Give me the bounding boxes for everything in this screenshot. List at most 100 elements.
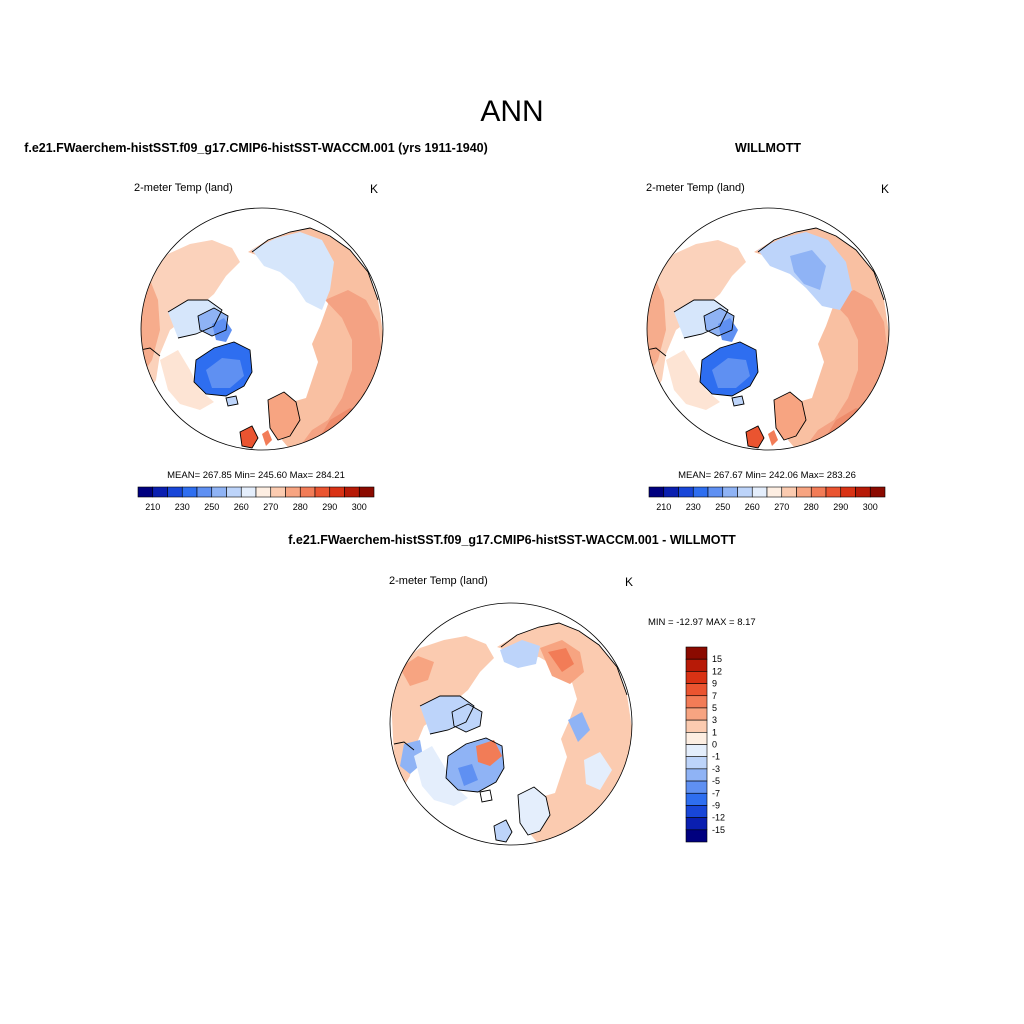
colorbar-swatch xyxy=(737,486,753,498)
colorbar-tick-label: -3 xyxy=(712,764,720,774)
colorbar-swatch xyxy=(299,486,316,498)
colorbar-tick-label: 210 xyxy=(656,502,671,512)
colorbar-swatch xyxy=(255,486,272,498)
colorbar-tick-label: 300 xyxy=(352,502,367,512)
panel-obs: WILLMOTT 2-meter Temp (land) K xyxy=(646,141,890,512)
colorbar-swatch xyxy=(685,756,708,770)
panel-model-case-title: f.e21.FWaerchem-histSST.f09_g17.CMIP6-hi… xyxy=(24,141,488,155)
british-isles xyxy=(240,426,258,448)
colorbar-swatch xyxy=(869,486,886,498)
colorbar-swatch xyxy=(840,486,856,498)
panel-obs-stats: MEAN= 267.67 Min= 242.06 Max= 283.26 xyxy=(678,470,856,481)
colorbar-swatch xyxy=(766,486,783,498)
panel-model-colorbar: 210 230 250 260 270 280 290 300 xyxy=(137,486,375,512)
colorbar-tick-label: -5 xyxy=(712,776,720,786)
colorbar-tick-label: 290 xyxy=(833,502,848,512)
panel-model: f.e21.FWaerchem-histSST.f09_g17.CMIP6-hi… xyxy=(24,141,488,512)
panel-obs-variable-label: 2-meter Temp (land) xyxy=(646,182,745,194)
colorbar-tick-label: 250 xyxy=(204,502,219,512)
panel-diff-units-label: K xyxy=(625,575,633,589)
siberia-cold xyxy=(252,232,334,310)
colorbar-swatch xyxy=(685,683,708,697)
panel-diff-colorbar: 15 12 9 7 5 3 1 0 -1 -3 -5 -7 -9 -12 -15 xyxy=(685,646,725,843)
panel-diff-stats: MIN = -12.97 MAX = 8.17 xyxy=(648,617,756,628)
colorbar-swatch xyxy=(240,486,257,498)
colorbar-swatch xyxy=(648,486,665,498)
colorbar-swatch xyxy=(226,486,242,498)
colorbar-swatch xyxy=(152,486,168,498)
colorbar-tick-label: 280 xyxy=(804,502,819,512)
colorbar-swatch xyxy=(685,768,708,782)
colorbar-swatch xyxy=(270,486,286,498)
colorbar-tick-label: -9 xyxy=(712,800,720,810)
colorbar-tick-label: 290 xyxy=(322,502,337,512)
colorbar-swatch xyxy=(685,695,708,709)
colorbar-tick-label: 3 xyxy=(712,715,717,725)
colorbar-tick-label: -1 xyxy=(712,752,720,762)
colorbar-swatch xyxy=(167,486,183,498)
colorbar-swatch xyxy=(685,719,708,733)
panel-model-variable-label: 2-meter Temp (land) xyxy=(134,182,233,194)
panel-obs-polar-map xyxy=(646,207,890,451)
colorbar-tick-label: -12 xyxy=(712,813,725,823)
panel-model-stats: MEAN= 267.85 Min= 245.60 Max= 284.21 xyxy=(167,470,345,481)
colorbar-swatch xyxy=(663,486,679,498)
colorbar-swatch xyxy=(137,486,154,498)
colorbar-swatch xyxy=(344,486,360,498)
colorbar-swatch xyxy=(685,671,708,684)
colorbar-swatch xyxy=(781,486,797,498)
colorbar-swatch xyxy=(825,486,842,498)
colorbar-swatch xyxy=(329,486,345,498)
panel-model-polar-map xyxy=(140,207,384,451)
colorbar-swatch xyxy=(796,486,812,498)
panel-obs-colorbar: 210 230 250 260 270 280 290 300 xyxy=(648,486,886,512)
colorbar-tick-label: 210 xyxy=(145,502,160,512)
colorbar-swatch xyxy=(685,707,708,721)
colorbar-swatch xyxy=(314,486,331,498)
colorbar-tick-label: 280 xyxy=(293,502,308,512)
panel-diff-variable-label: 2-meter Temp (land) xyxy=(389,575,488,587)
colorbar-tick-label: 0 xyxy=(712,740,717,750)
colorbar-swatch xyxy=(685,805,708,818)
colorbar-swatch xyxy=(685,829,708,843)
colorbar-swatch xyxy=(692,486,709,498)
panel-obs-units-label: K xyxy=(881,182,889,196)
panel-diff: f.e21.FWaerchem-histSST.f09_g17.CMIP6-hi… xyxy=(288,533,756,846)
scandinavia xyxy=(268,392,300,440)
colorbar-tick-label: 270 xyxy=(774,502,789,512)
colorbar-swatch xyxy=(211,486,227,498)
colorbar-tick-label: 230 xyxy=(175,502,190,512)
colorbar-swatch xyxy=(181,486,198,498)
colorbar-swatch xyxy=(685,658,708,672)
colorbar-swatch xyxy=(678,486,694,498)
colorbar-tick-label: 1 xyxy=(712,727,717,737)
colorbar-swatch xyxy=(707,486,724,498)
figure-title: ANN xyxy=(480,95,543,128)
colorbar-swatch xyxy=(685,732,708,745)
colorbar-tick-label: 15 xyxy=(712,654,722,664)
colorbar-swatch xyxy=(685,792,708,806)
panel-model-map-frame xyxy=(140,207,384,451)
panel-diff-map-frame xyxy=(389,602,633,846)
colorbar-swatch xyxy=(855,486,871,498)
colorbar-tick-label: 5 xyxy=(712,703,717,713)
colorbar-tick-label: 12 xyxy=(712,666,722,676)
colorbar-swatch xyxy=(285,486,301,498)
north-america-land xyxy=(141,240,240,390)
colorbar-swatch xyxy=(722,486,738,498)
colorbar-tick-label: 9 xyxy=(712,679,717,689)
colorbar-tick-label: 260 xyxy=(745,502,760,512)
panel-diff-polar-map xyxy=(389,602,633,846)
panel-model-units-label: K xyxy=(370,182,378,196)
colorbar-tick-label: -7 xyxy=(712,788,720,798)
colorbar-tick-label: 230 xyxy=(686,502,701,512)
colorbar-tick-label: 270 xyxy=(263,502,278,512)
colorbar-tick-label: 7 xyxy=(712,691,717,701)
panel-obs-case-title: WILLMOTT xyxy=(735,141,801,155)
colorbar-swatch xyxy=(685,744,708,757)
colorbar-tick-label: 300 xyxy=(863,502,878,512)
colorbar-swatch xyxy=(685,780,708,794)
colorbar-swatch xyxy=(685,646,708,660)
colorbar-swatch xyxy=(358,486,375,498)
